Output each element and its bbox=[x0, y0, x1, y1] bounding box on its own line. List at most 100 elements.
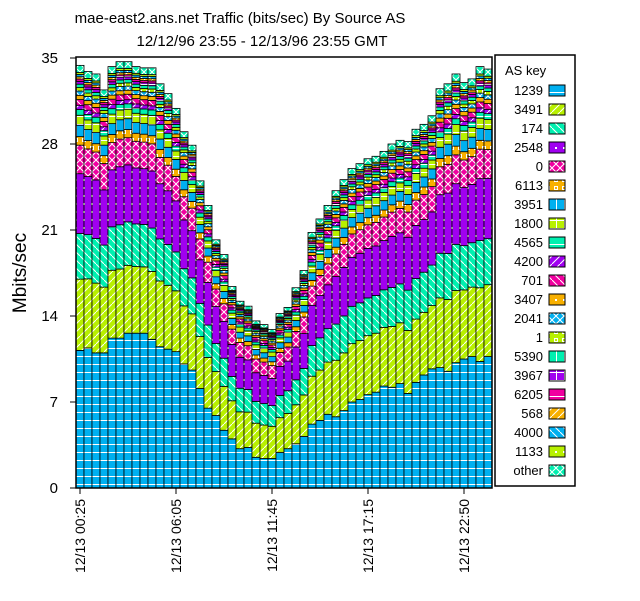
bar-segment-4565 bbox=[483, 113, 493, 120]
legend-swatch bbox=[548, 312, 566, 325]
bar-segment-3407 bbox=[187, 168, 197, 173]
bar-segment-2548 bbox=[163, 190, 173, 245]
bar-segment-3407 bbox=[179, 155, 189, 160]
bar-segment-0 bbox=[419, 194, 429, 220]
bar-stack bbox=[483, 68, 493, 489]
bar-segment-4200 bbox=[459, 120, 469, 126]
bar-segment-3951 bbox=[291, 320, 301, 328]
bar-segment-0 bbox=[299, 316, 309, 334]
bar-segment-6113 bbox=[83, 140, 93, 150]
bar-segment-3951 bbox=[379, 200, 389, 211]
bar-segment-1 bbox=[459, 103, 469, 108]
bar-segment-174 bbox=[171, 251, 181, 292]
bar-segment-2548 bbox=[251, 372, 261, 402]
bar-segment-701 bbox=[419, 154, 429, 160]
bar-segment-3491 bbox=[307, 375, 317, 425]
bar-segment-701 bbox=[275, 329, 285, 334]
bar-segment-4200 bbox=[331, 221, 341, 227]
bar-segment-3491 bbox=[315, 369, 325, 421]
bar-segment-4565 bbox=[203, 236, 213, 242]
legend-label: 6113 bbox=[515, 178, 543, 193]
bar-segment-4565 bbox=[75, 109, 85, 116]
bar-segment-3407 bbox=[419, 150, 429, 155]
bar-segment-3967 bbox=[123, 76, 133, 81]
bar-segment-1800 bbox=[203, 240, 213, 249]
bar-segment-701 bbox=[75, 99, 85, 106]
bar-segment-5390 bbox=[435, 106, 445, 111]
bar-segment-701 bbox=[395, 169, 405, 175]
bar-segment-701 bbox=[403, 171, 413, 178]
legend-item: 5390 bbox=[514, 349, 566, 364]
bar-segment-2041 bbox=[443, 109, 453, 115]
bar-segment-1 bbox=[363, 176, 373, 181]
bar-stack bbox=[171, 107, 181, 489]
bar-stack bbox=[411, 128, 421, 489]
legend-label: other bbox=[513, 463, 543, 478]
bar-segment-1800 bbox=[115, 109, 125, 121]
bar-segment-3407 bbox=[395, 165, 405, 170]
bar-segment-0 bbox=[131, 140, 141, 169]
bar-segment-1800 bbox=[99, 135, 109, 146]
bar-segment-3407 bbox=[139, 95, 149, 101]
bar-segment-4200 bbox=[379, 183, 389, 189]
bar-segment-0 bbox=[235, 342, 245, 358]
bar-segment-3951 bbox=[395, 190, 405, 202]
bar-segment-174 bbox=[139, 223, 149, 268]
bar-stack bbox=[363, 158, 373, 489]
bar-segment-1 bbox=[155, 103, 165, 108]
bar-segment-4565 bbox=[243, 327, 253, 332]
bar-segment-other bbox=[139, 67, 149, 75]
bar-segment-4565 bbox=[435, 131, 445, 138]
bar-segment-701 bbox=[227, 304, 237, 309]
bar-segment-5390 bbox=[451, 92, 461, 97]
bar-segment-2548 bbox=[131, 167, 141, 225]
bar-segment-1 bbox=[123, 82, 133, 87]
bar-segment-4565 bbox=[323, 237, 333, 243]
bar-segment-701 bbox=[187, 171, 197, 178]
bar-segment-other bbox=[443, 83, 453, 92]
bar-stack bbox=[283, 306, 293, 489]
bar-segment-other bbox=[259, 324, 269, 329]
bar-segment-1 bbox=[419, 143, 429, 148]
bar-segment-5390 bbox=[371, 171, 381, 176]
bar-segment-4565 bbox=[115, 104, 125, 111]
bar-segment-3951 bbox=[259, 352, 269, 359]
bar-segment-3951 bbox=[275, 342, 285, 349]
bar-segment-4200 bbox=[339, 211, 349, 216]
bar-segment-701 bbox=[291, 306, 301, 310]
bar-segment-2548 bbox=[403, 236, 413, 291]
bar-segment-174 bbox=[259, 403, 269, 426]
bar-segment-6113 bbox=[283, 342, 293, 348]
bar-segment-2041 bbox=[331, 210, 341, 215]
bar-segment-3491 bbox=[419, 311, 429, 376]
bar-segment-4565 bbox=[451, 118, 461, 125]
bar-segment-2041 bbox=[131, 90, 141, 95]
bar-segment-5390 bbox=[99, 106, 109, 111]
x-tick-label: 12/13 00:25 bbox=[72, 499, 88, 573]
bar-segment-0 bbox=[323, 263, 333, 286]
bar-segment-701 bbox=[347, 196, 357, 202]
bar-segment-174 bbox=[403, 289, 413, 331]
bar-stack bbox=[267, 329, 277, 489]
bar-segment-0 bbox=[275, 352, 285, 367]
bar-segment-174 bbox=[475, 240, 485, 289]
bar-segment-6113 bbox=[195, 232, 205, 240]
bar-segment-701 bbox=[203, 229, 213, 235]
bar-segment-other bbox=[123, 61, 133, 69]
bar-segment-1800 bbox=[75, 114, 85, 126]
bar-segment-2041 bbox=[483, 94, 493, 100]
bar-segment-701 bbox=[427, 145, 437, 152]
bar-segment-6113 bbox=[419, 186, 429, 195]
bar-segment-1800 bbox=[267, 351, 277, 358]
bar-segment-1800 bbox=[147, 114, 157, 126]
bar-segment-1239 bbox=[163, 348, 173, 489]
bar-segment-other bbox=[395, 139, 405, 147]
bar-segment-0 bbox=[435, 166, 445, 196]
bar-segment-1800 bbox=[467, 127, 477, 138]
bar-segment-other bbox=[435, 88, 445, 97]
bar-segment-174 bbox=[195, 302, 205, 337]
bar-segment-4200 bbox=[451, 113, 461, 120]
bar-segment-701 bbox=[475, 101, 485, 109]
bar-segment-3491 bbox=[243, 411, 253, 448]
bar-segment-3407 bbox=[363, 183, 373, 188]
